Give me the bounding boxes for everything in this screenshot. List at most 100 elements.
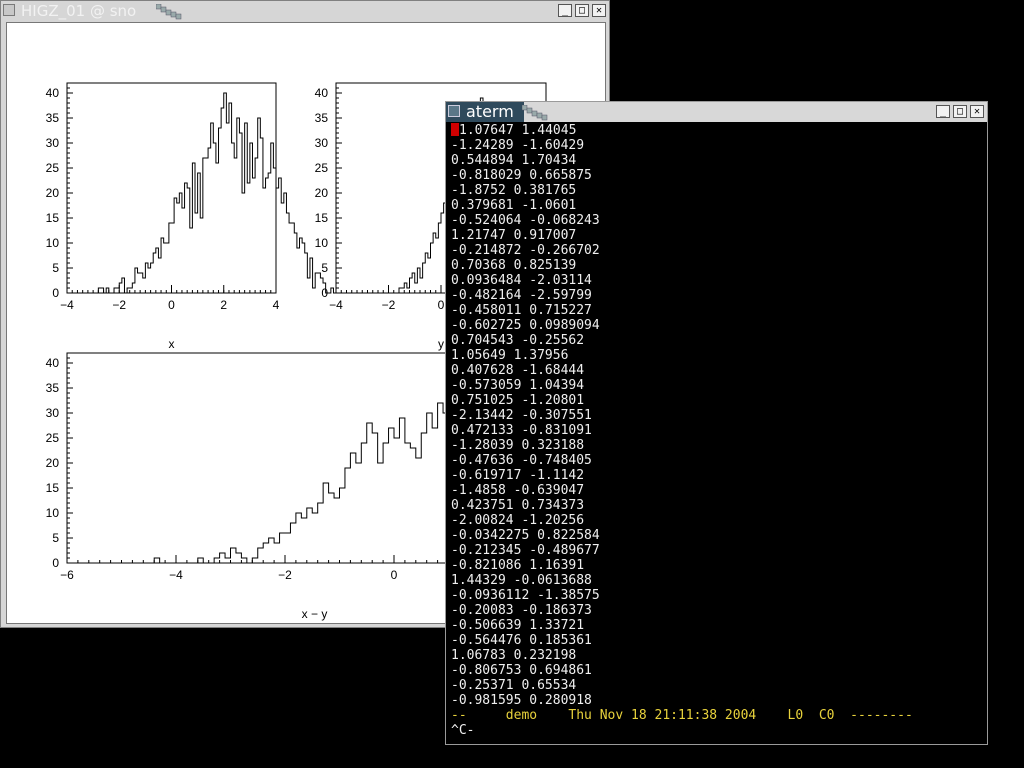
terminal-line: -0.212345 -0.489677 (451, 543, 981, 558)
terminal-line-text: -0.47636 -0.748405 (451, 453, 592, 468)
terminal-line: -0.524064 -0.068243 (451, 213, 981, 228)
y-tick-label: 0 (52, 286, 59, 300)
y-tick-label: 35 (46, 381, 60, 395)
title-grip-icon (522, 105, 548, 121)
close-button[interactable]: ✕ (970, 105, 984, 118)
terminal-line: -0.20083 -0.186373 (451, 603, 981, 618)
x-tick-label: −4 (169, 568, 183, 582)
terminal-line-text: -0.212345 -0.489677 (451, 543, 600, 558)
y-tick-label: 35 (315, 111, 329, 125)
terminal-line: -0.573059 1.04394 (451, 378, 981, 393)
higz-title-bar[interactable]: HIGZ_01 @ sno _ □ ✕ (1, 1, 609, 21)
terminal-line: -0.458011 0.715227 (451, 303, 981, 318)
aterm-title-bar[interactable]: aterm _ □ ✕ (446, 102, 987, 122)
terminal-line-text: -0.506639 1.33721 (451, 618, 585, 633)
x-tick-label: 4 (273, 298, 280, 312)
terminal-line-text: 0.751025 -1.20801 (451, 393, 585, 408)
terminal-line-text: -0.806753 0.694861 (451, 663, 592, 678)
y-tick-label: 35 (46, 111, 60, 125)
terminal-line: -0.214872 -0.266702 (451, 243, 981, 258)
aterm-window[interactable]: aterm _ □ ✕ 1.07647 1.44045 -1.24289 -1.6… (445, 101, 988, 745)
y-tick-label: 15 (315, 211, 329, 225)
terminal-line: -0.806753 0.694861 (451, 663, 981, 678)
y-tick-label: 30 (46, 406, 60, 420)
terminal-line-text: -0.818029 0.665875 (451, 168, 592, 183)
terminal-line-text: 0.0936484 -2.03114 (451, 273, 592, 288)
terminal-line-text: -2.13442 -0.307551 (451, 408, 592, 423)
terminal-line: -0.818029 0.665875 (451, 168, 981, 183)
terminal-line-text: 0.544894 1.70434 (451, 153, 577, 168)
y-tick-label: 30 (315, 136, 329, 150)
terminal-line-text: -0.602725 0.0989094 (451, 318, 600, 333)
y-tick-label: 5 (52, 261, 59, 275)
window-menu-icon[interactable] (3, 4, 15, 16)
y-tick-label: 10 (315, 236, 329, 250)
terminal-line: -0.981595 0.280918 (451, 693, 981, 708)
minimize-button[interactable]: _ (936, 105, 950, 118)
y-tick-label: 25 (315, 161, 329, 175)
minimize-button[interactable]: _ (558, 4, 572, 17)
terminal-line: 0.407628 -1.68444 (451, 363, 981, 378)
y-tick-label: 10 (46, 236, 60, 250)
terminal-line-text: 0.423751 0.734373 (451, 498, 585, 513)
terminal-line: 1.07647 1.44045 (451, 123, 981, 138)
y-tick-label: 20 (46, 186, 60, 200)
x-tick-label: 0 (438, 298, 445, 312)
x-axis-label: x − y (302, 607, 328, 621)
y-tick-label: 40 (46, 86, 60, 100)
window-menu-icon[interactable] (448, 105, 460, 117)
terminal-line: 0.70368 0.825139 (451, 258, 981, 273)
terminal-line-text: -0.214872 -0.266702 (451, 243, 600, 258)
x-tick-label: −2 (112, 298, 126, 312)
terminal-line: -0.821086 1.16391 (451, 558, 981, 573)
terminal-line-text: 0.472133 -0.831091 (451, 423, 592, 438)
close-button[interactable]: ✕ (592, 4, 606, 17)
y-tick-label: 25 (46, 161, 60, 175)
terminal-line-text: -0.619717 -1.1142 (451, 468, 585, 483)
x-tick-label: 0 (391, 568, 398, 582)
terminal-line: 0.379681 -1.0601 (451, 198, 981, 213)
terminal-line-text: -0.0342275 0.822584 (451, 528, 600, 543)
terminal-line-text: -1.28039 0.323188 (451, 438, 585, 453)
x-tick-label: 2 (220, 298, 227, 312)
x-tick-label: −6 (60, 568, 74, 582)
terminal-line: 0.704543 -0.25562 (451, 333, 981, 348)
histogram-outline (67, 92, 357, 294)
terminal-line-text: -1.4858 -0.639047 (451, 483, 585, 498)
terminal-line-text: 1.05649 1.37956 (451, 348, 569, 363)
y-tick-label: 40 (315, 86, 329, 100)
higz-window-title: HIGZ_01 @ sno (21, 2, 137, 20)
terminal-line-text: 0.70368 0.825139 (451, 258, 577, 273)
terminal-line-text: 1.44329 -0.0613688 (451, 573, 592, 588)
terminal-line: 1.05649 1.37956 (451, 348, 981, 363)
terminal-line: 0.751025 -1.20801 (451, 393, 981, 408)
terminal-line-text: -1.24289 -1.60429 (451, 138, 585, 153)
terminal-line-text: -1.8752 0.381765 (451, 183, 577, 198)
maximize-button[interactable]: □ (953, 105, 967, 118)
x-tick-label: −4 (329, 298, 343, 312)
terminal-line-text: -0.564476 0.185361 (451, 633, 592, 648)
terminal-line-text: -0.573059 1.04394 (451, 378, 585, 393)
terminal-line-text: 1.07647 1.44045 (459, 123, 577, 138)
terminal-line-text: 1.06783 0.232198 (451, 648, 577, 663)
terminal-line-text: -0.482164 -2.59799 (451, 288, 592, 303)
terminal-line: -1.28039 0.323188 (451, 438, 981, 453)
terminal-line: -0.25371 0.65534 (451, 678, 981, 693)
terminal-line-text: -0.458011 0.715227 (451, 303, 592, 318)
y-tick-label: 25 (46, 431, 60, 445)
terminal-line: -0.564476 0.185361 (451, 633, 981, 648)
terminal-line: 0.0936484 -2.03114 (451, 273, 981, 288)
terminal-line: -2.13442 -0.307551 (451, 408, 981, 423)
terminal-cursor (451, 123, 459, 136)
x-tick-label: −2 (278, 568, 292, 582)
maximize-button[interactable]: □ (575, 4, 589, 17)
terminal-line: -2.00824 -1.20256 (451, 513, 981, 528)
y-tick-label: 30 (46, 136, 60, 150)
terminal-line-text: -0.821086 1.16391 (451, 558, 585, 573)
terminal-line-text: 0.379681 -1.0601 (451, 198, 577, 213)
terminal-line-text: 0.704543 -0.25562 (451, 333, 585, 348)
terminal-line: 1.06783 0.232198 (451, 648, 981, 663)
terminal-output[interactable]: 1.07647 1.44045 -1.24289 -1.60429 0.544894… (451, 123, 981, 741)
y-tick-label: 5 (321, 261, 328, 275)
